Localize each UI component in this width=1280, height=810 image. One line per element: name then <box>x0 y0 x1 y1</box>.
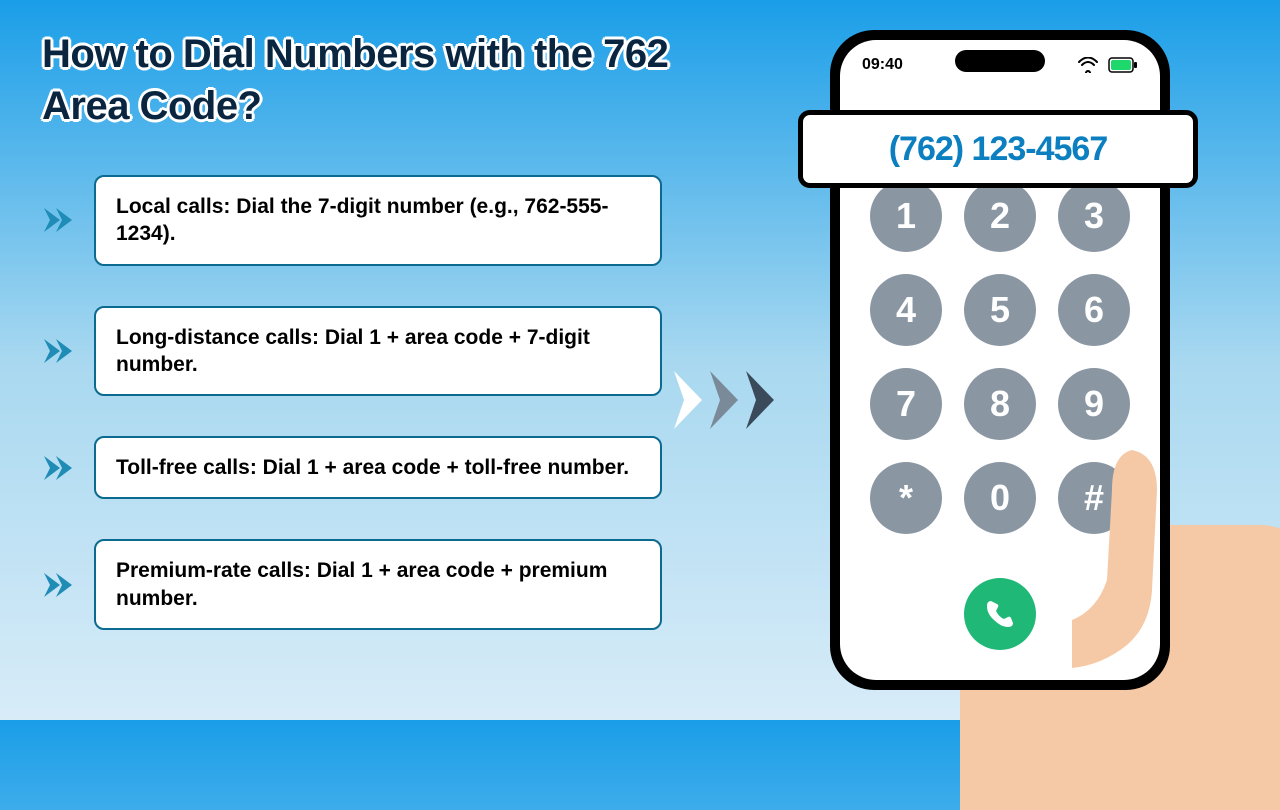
arrow-icon <box>42 337 76 365</box>
arrow-icon <box>42 454 76 482</box>
bullet-text: Long-distance calls: Dial 1 + area code … <box>94 306 662 397</box>
chevrons-decoration <box>670 365 800 435</box>
bullet-text: Premium-rate calls: Dial 1 + area code +… <box>94 539 662 630</box>
key-0[interactable]: 0 <box>964 462 1036 534</box>
list-item: Premium-rate calls: Dial 1 + area code +… <box>42 539 662 630</box>
key-star[interactable]: * <box>870 462 942 534</box>
wifi-icon <box>1078 57 1098 73</box>
phone-notch <box>955 50 1045 72</box>
battery-icon <box>1108 57 1138 73</box>
key-2[interactable]: 2 <box>964 180 1036 252</box>
call-button[interactable] <box>964 578 1036 650</box>
key-4[interactable]: 4 <box>870 274 942 346</box>
bullet-text: Local calls: Dial the 7-digit number (e.… <box>94 175 662 266</box>
dialed-number-display: (762) 123-4567 <box>798 110 1198 188</box>
page-title: How to Dial Numbers with the 762 Area Co… <box>42 28 742 132</box>
key-5[interactable]: 5 <box>964 274 1036 346</box>
status-right <box>1072 56 1138 74</box>
key-9[interactable]: 9 <box>1058 368 1130 440</box>
list-item: Toll-free calls: Dial 1 + area code + to… <box>42 436 662 499</box>
thumb-illustration <box>1062 450 1172 670</box>
key-7[interactable]: 7 <box>870 368 942 440</box>
status-time: 09:40 <box>862 56 903 74</box>
key-6[interactable]: 6 <box>1058 274 1130 346</box>
phone-icon <box>982 596 1018 632</box>
arrow-icon <box>42 206 76 234</box>
list-item: Local calls: Dial the 7-digit number (e.… <box>42 175 662 266</box>
key-8[interactable]: 8 <box>964 368 1036 440</box>
bullet-text: Toll-free calls: Dial 1 + area code + to… <box>94 436 662 499</box>
list-item: Long-distance calls: Dial 1 + area code … <box>42 306 662 397</box>
key-3[interactable]: 3 <box>1058 180 1130 252</box>
arrow-icon <box>42 571 76 599</box>
key-1[interactable]: 1 <box>870 180 942 252</box>
bullet-list: Local calls: Dial the 7-digit number (e.… <box>42 175 662 670</box>
